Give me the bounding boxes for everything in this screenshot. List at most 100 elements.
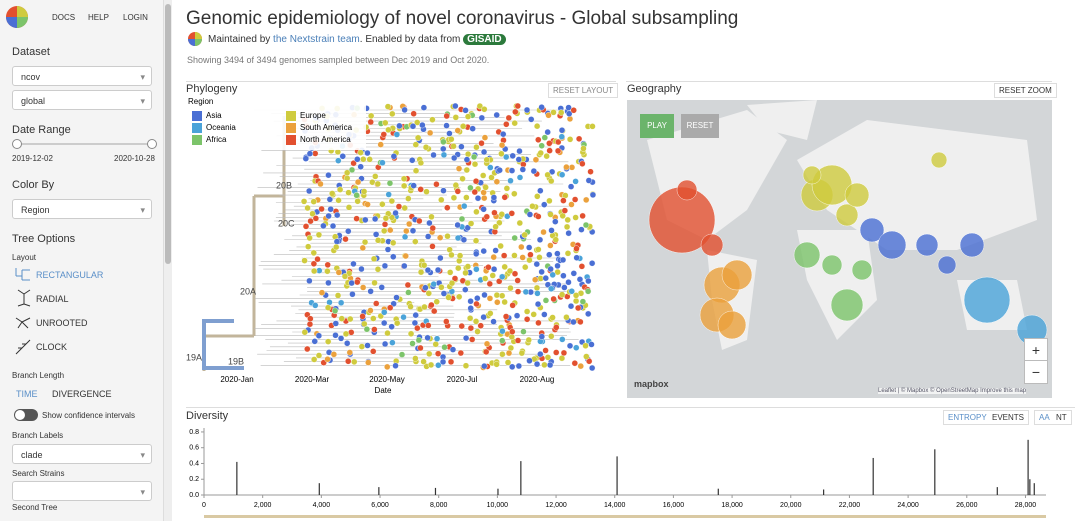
layout-option[interactable]: UNROOTED bbox=[36, 318, 88, 328]
tip bbox=[349, 291, 356, 298]
slider-handle[interactable] bbox=[147, 139, 157, 149]
tip bbox=[385, 191, 392, 198]
logo[interactable] bbox=[4, 4, 30, 30]
tip bbox=[429, 224, 436, 232]
tip bbox=[533, 260, 540, 268]
label: Second Tree bbox=[12, 503, 58, 512]
tip bbox=[439, 358, 447, 366]
tip bbox=[575, 135, 583, 143]
tip bbox=[523, 106, 531, 114]
tip bbox=[479, 172, 487, 179]
legend-swatch bbox=[286, 135, 296, 145]
tip bbox=[367, 118, 374, 126]
legend-bg bbox=[186, 96, 366, 150]
search-input[interactable] bbox=[12, 481, 152, 502]
tip bbox=[429, 243, 436, 250]
tip bbox=[503, 153, 510, 161]
tip bbox=[388, 197, 396, 205]
tip bbox=[449, 346, 457, 353]
tip bbox=[552, 236, 559, 243]
button[interactable]: RESET ZOOM bbox=[994, 83, 1057, 98]
date-start: 2019-12-02 bbox=[12, 154, 53, 163]
map[interactable] bbox=[627, 100, 1052, 398]
select[interactable]: global bbox=[12, 90, 152, 111]
tip bbox=[480, 247, 487, 255]
tip bbox=[425, 290, 432, 297]
tip bbox=[585, 358, 593, 365]
select[interactable]: ncov bbox=[12, 66, 152, 87]
button[interactable]: NT bbox=[1052, 410, 1072, 425]
layout-option[interactable]: RECTANGULAR bbox=[36, 270, 104, 280]
play-button[interactable]: PLAY bbox=[640, 114, 674, 138]
tip bbox=[529, 203, 536, 210]
nav-link[interactable]: DOCS bbox=[52, 13, 76, 22]
layout-option[interactable]: CLOCK bbox=[36, 342, 68, 352]
tip bbox=[448, 279, 456, 287]
tip bbox=[571, 196, 579, 203]
tip bbox=[573, 254, 580, 261]
tip bbox=[450, 154, 458, 162]
tip bbox=[579, 298, 587, 305]
gisaid-logo[interactable]: GISAID bbox=[463, 34, 506, 45]
tip bbox=[574, 304, 582, 312]
tip bbox=[353, 215, 360, 222]
zoom-in[interactable]: + bbox=[1024, 338, 1048, 362]
tip bbox=[587, 168, 594, 175]
clade-label: 19A bbox=[186, 352, 202, 362]
slider-handle[interactable] bbox=[12, 139, 22, 149]
legend-swatch bbox=[192, 123, 202, 133]
layout-option[interactable]: RADIAL bbox=[36, 294, 69, 304]
tip bbox=[312, 215, 320, 222]
tip bbox=[417, 268, 425, 276]
tip bbox=[438, 196, 445, 204]
x-tick-label: 12,000 bbox=[545, 502, 567, 509]
tip bbox=[541, 134, 548, 141]
entropy-bar bbox=[616, 456, 618, 495]
tip bbox=[389, 339, 396, 346]
x-tick-label: 8,000 bbox=[430, 502, 448, 509]
entropy-bar bbox=[996, 487, 998, 495]
button[interactable]: EVENTS bbox=[988, 410, 1030, 425]
slider-track[interactable] bbox=[16, 143, 152, 145]
tip bbox=[503, 121, 510, 128]
tip bbox=[545, 112, 552, 119]
tip bbox=[473, 266, 480, 273]
tip bbox=[455, 165, 463, 172]
tip bbox=[563, 314, 570, 321]
select[interactable]: clade bbox=[12, 444, 152, 465]
switch[interactable] bbox=[14, 409, 38, 421]
button[interactable]: RESET LAYOUT bbox=[548, 83, 619, 98]
nav-link[interactable]: HELP bbox=[88, 13, 109, 22]
y-tick-label: 0.8 bbox=[189, 429, 199, 436]
tip bbox=[455, 293, 463, 301]
toggle-option[interactable]: DIVERGENCE bbox=[52, 389, 112, 399]
tip bbox=[464, 113, 472, 120]
tip bbox=[547, 265, 554, 273]
toggle-option[interactable]: TIME bbox=[16, 389, 38, 399]
tip bbox=[541, 311, 548, 318]
attribution[interactable]: Leaflet | © Mapbox © OpenStreetMap Impro… bbox=[878, 388, 1027, 394]
tip bbox=[318, 205, 325, 213]
tip bbox=[493, 111, 500, 119]
reset-button[interactable]: RESET bbox=[681, 114, 719, 138]
tip bbox=[389, 110, 396, 118]
scrollbar[interactable] bbox=[164, 0, 172, 521]
button[interactable]: ENTROPY bbox=[943, 410, 992, 425]
tip bbox=[348, 329, 355, 336]
tip bbox=[573, 344, 580, 351]
link[interactable]: the Nextstrain team bbox=[273, 34, 360, 45]
tip bbox=[467, 220, 475, 227]
tip bbox=[483, 213, 491, 220]
tip bbox=[381, 319, 388, 327]
tip bbox=[427, 361, 435, 369]
tip bbox=[367, 307, 374, 314]
nav-link[interactable]: LOGIN bbox=[123, 13, 148, 22]
zoom-out[interactable]: − bbox=[1024, 360, 1048, 384]
select[interactable]: Region bbox=[12, 199, 152, 220]
tip bbox=[492, 247, 499, 254]
tip bbox=[433, 298, 440, 305]
tip bbox=[311, 338, 318, 345]
tip bbox=[467, 298, 474, 305]
tip bbox=[559, 336, 566, 343]
legend-title: Region bbox=[188, 97, 213, 106]
